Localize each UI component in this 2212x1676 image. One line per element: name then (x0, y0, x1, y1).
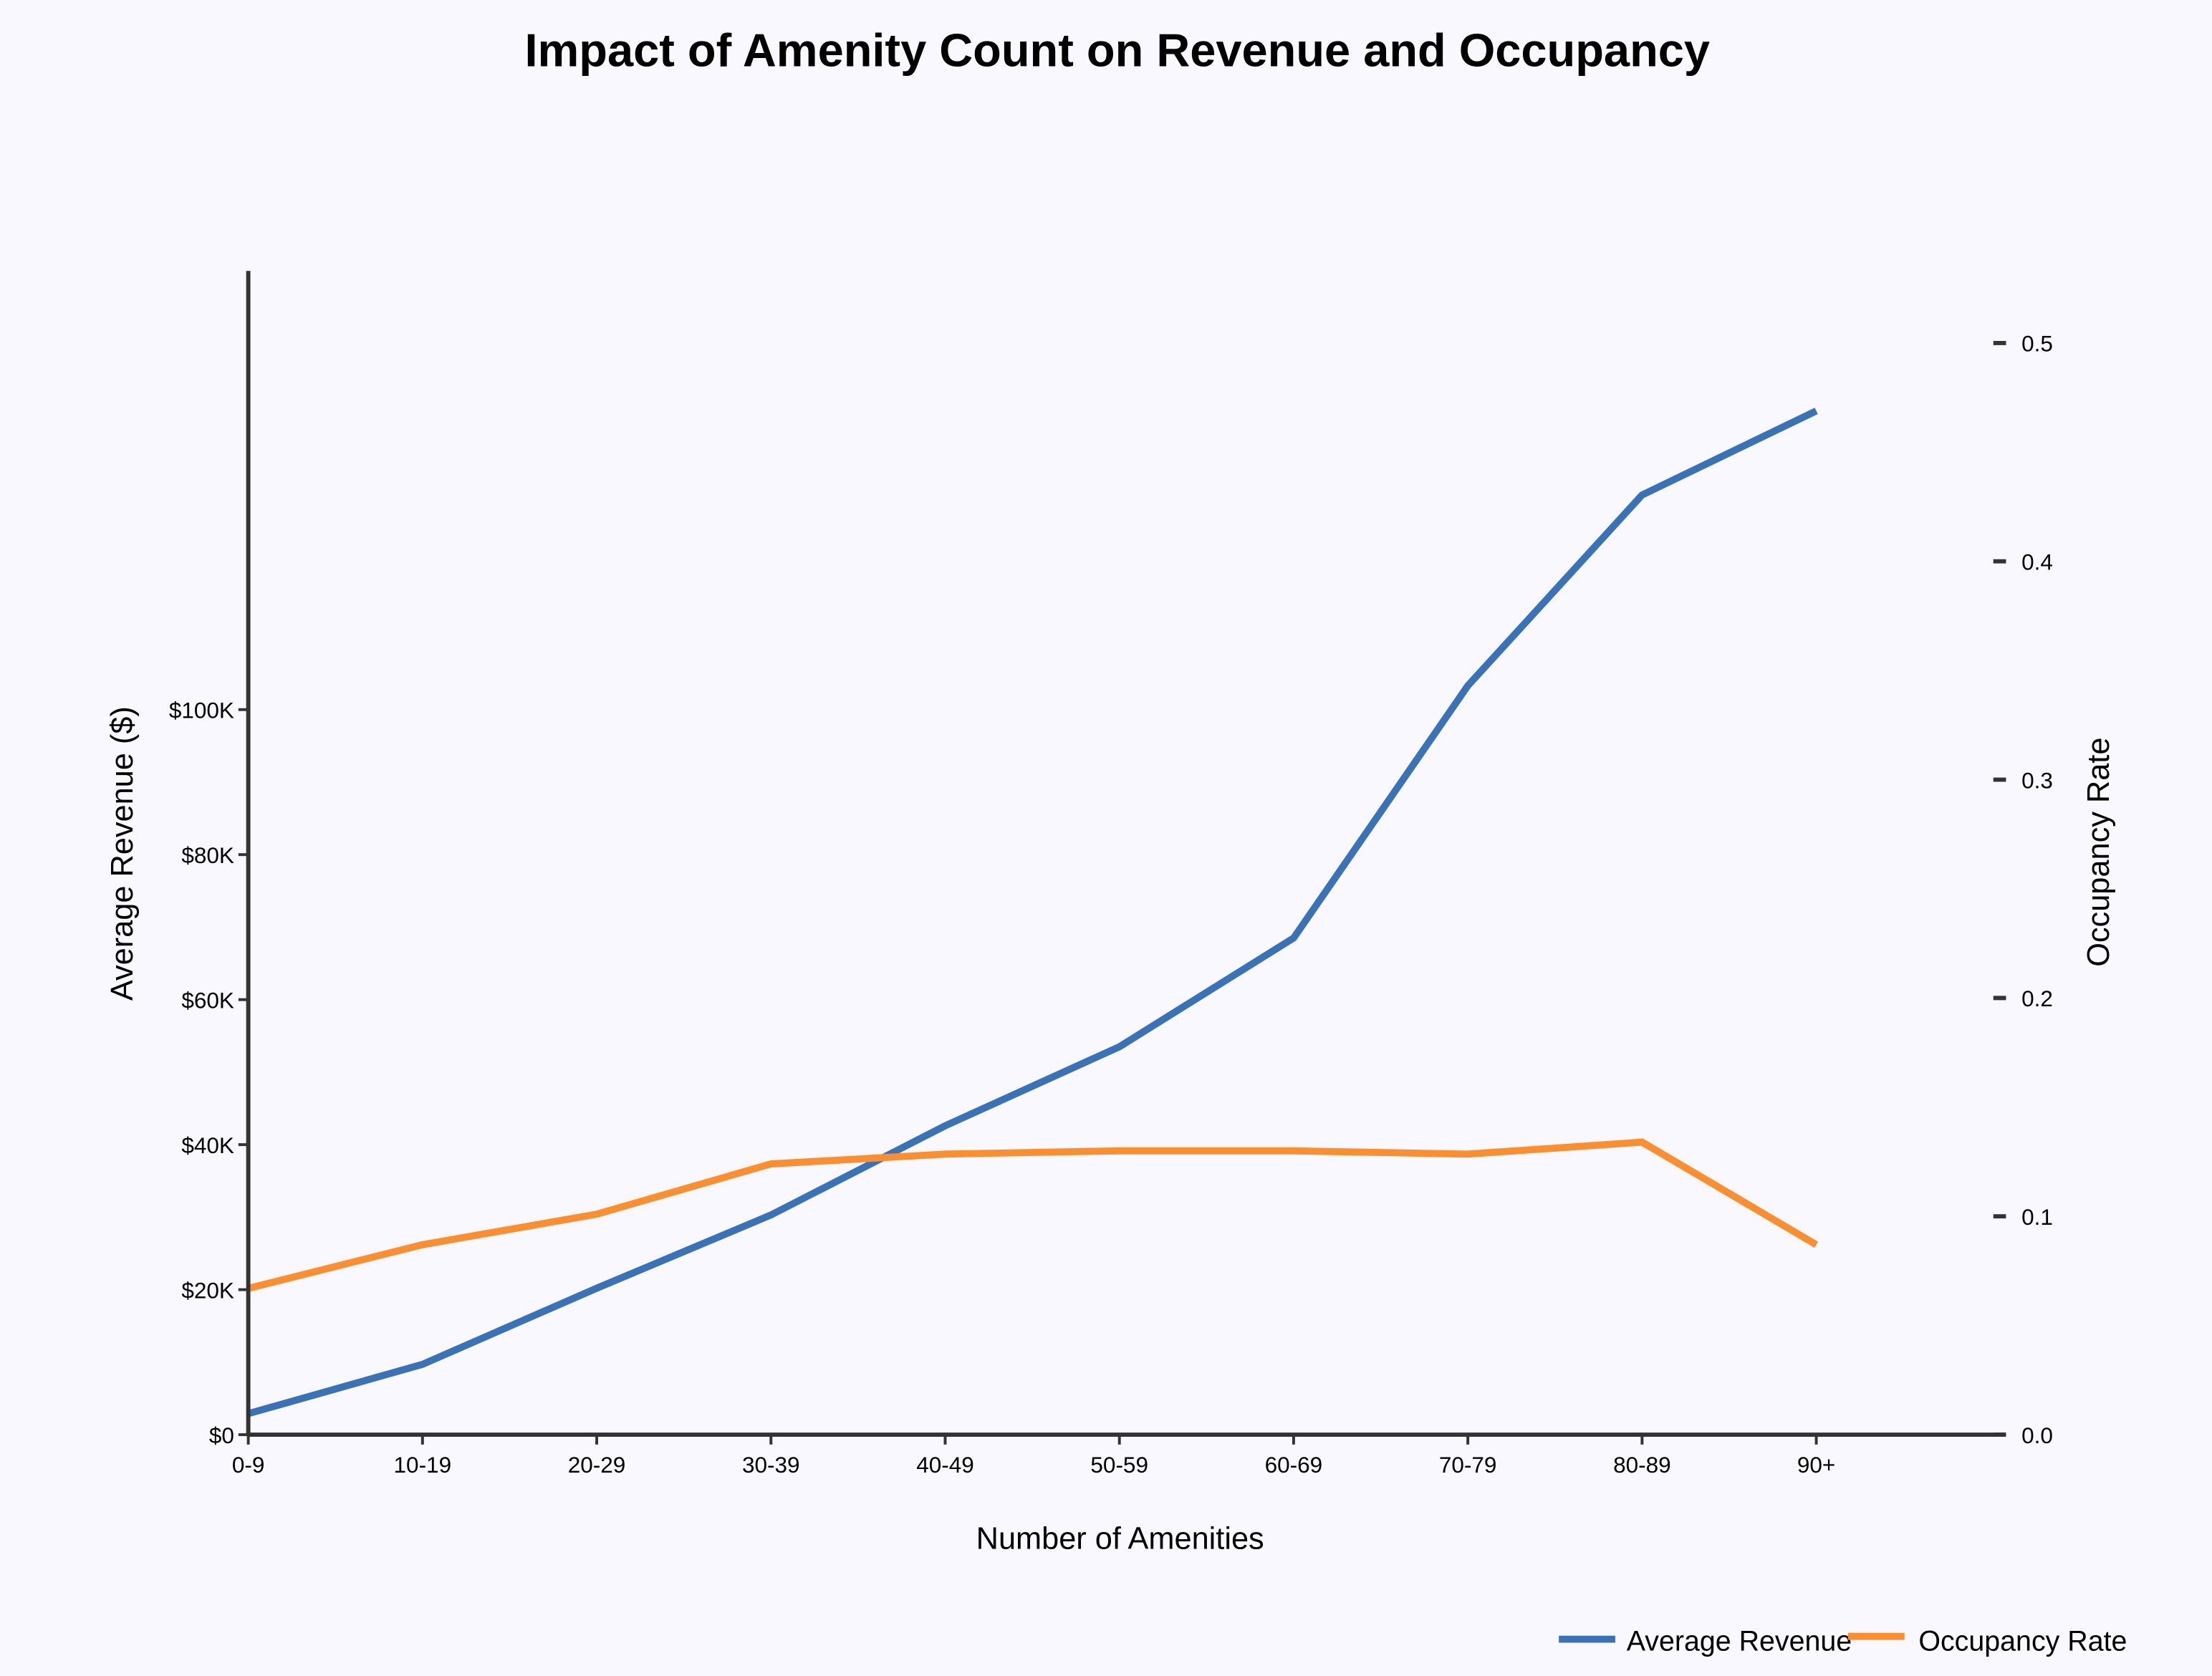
x-tick-label: 60-69 (1265, 1452, 1323, 1478)
y-left-tick-label: $40K (181, 1132, 234, 1158)
y-left-tick-label: $100K (169, 698, 234, 723)
legend-label-occupancy: Occupancy Rate (1918, 1625, 2127, 1657)
y-right-tick-label: 0.4 (2021, 549, 2053, 575)
x-tick-label: 10-19 (394, 1452, 452, 1478)
x-tick-label: 40-49 (916, 1452, 974, 1478)
chart-title: Impact of Amenity Count on Revenue and O… (524, 24, 1710, 77)
y-left-tick-label: $80K (181, 842, 234, 868)
legend-label-revenue: Average Revenue (1627, 1625, 1852, 1657)
y-left-tick-label: $60K (181, 987, 234, 1013)
y-left-tick-label: $20K (181, 1277, 234, 1303)
x-tick-label: 0-9 (232, 1452, 265, 1478)
series-line-revenue (247, 408, 1818, 1417)
y-right-tick-label: 0.5 (2021, 331, 2053, 357)
y-axis-left-label: Average Revenue ($) (105, 706, 140, 1001)
y-right-tick-label: 0.1 (2021, 1204, 2053, 1230)
y-right-tick-label: 0.2 (2021, 986, 2053, 1011)
x-tick-label: 80-89 (1613, 1452, 1671, 1478)
x-tick-label: 30-39 (742, 1452, 800, 1478)
series-line-occupancy (247, 1138, 1819, 1292)
x-axis-label: Number of Amenities (976, 1522, 1264, 1556)
x-tick-label: 90+ (1797, 1452, 1835, 1478)
y-axis-right-label: Occupancy Rate (2082, 738, 2116, 967)
y-right-tick-label: 0.0 (2021, 1422, 2053, 1448)
y-left-tick-label: $0 (209, 1422, 234, 1448)
x-tick-label: 70-79 (1439, 1452, 1497, 1478)
legend: Average Revenue Occupancy Rate (1559, 1625, 2127, 1657)
y-right-tick-label: 0.3 (2021, 767, 2053, 793)
x-tick-label: 20-29 (568, 1452, 626, 1478)
x-tick-label: 50-59 (1090, 1452, 1148, 1478)
